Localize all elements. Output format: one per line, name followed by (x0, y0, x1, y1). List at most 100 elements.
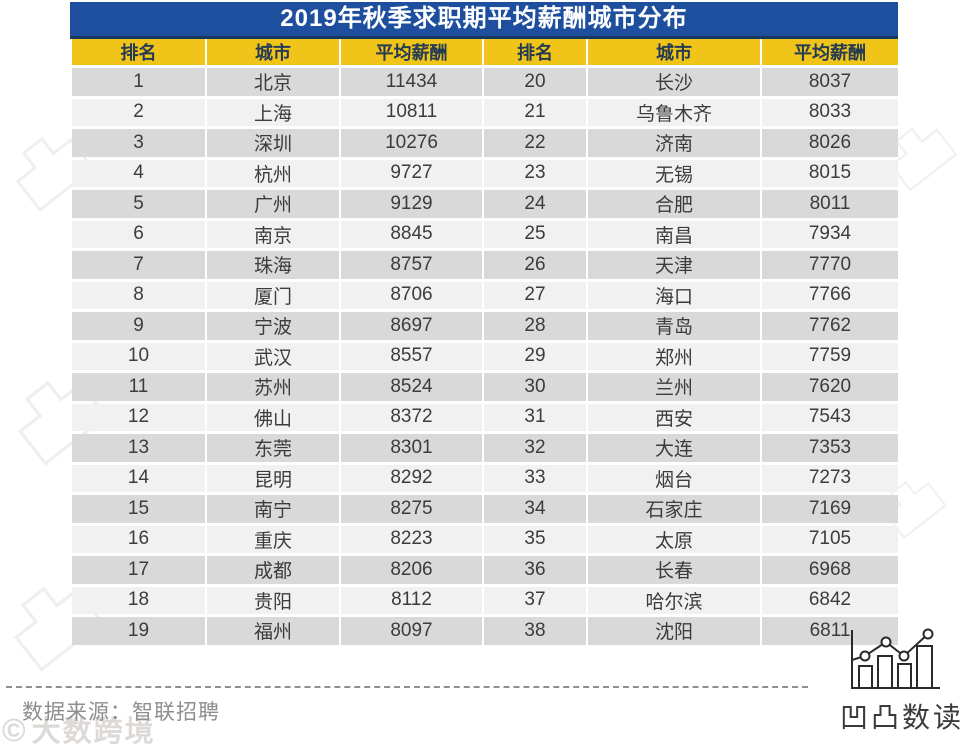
cell-avg_salary: 8112 (341, 586, 482, 614)
brand-logo-text: 凹凸数读 (840, 702, 960, 733)
cell-rank: 34 (484, 495, 586, 523)
cell-avg_salary: 8275 (341, 495, 482, 523)
cell-avg_salary: 10276 (341, 129, 482, 157)
cell-city: 哈尔滨 (588, 586, 760, 614)
cell-city: 上海 (207, 98, 339, 126)
cell-avg_salary: 6968 (762, 556, 898, 584)
cell-city: 佛山 (207, 403, 339, 431)
cell-city: 沈阳 (588, 617, 760, 645)
cell-rank: 1 (72, 68, 205, 96)
cell-rank: 25 (484, 220, 586, 248)
cell-rank: 26 (484, 251, 586, 279)
table-row: 12 佛山 8372 31 西安 7543 (72, 403, 898, 431)
cell-city: 南京 (207, 220, 339, 248)
cell-avg_salary: 7766 (762, 281, 898, 309)
cell-city: 合肥 (588, 190, 760, 218)
cell-avg_salary: 8697 (341, 312, 482, 340)
cell-city: 贵阳 (207, 586, 339, 614)
cell-city: 长春 (588, 556, 760, 584)
column-header-salary-left: 平均薪酬 (341, 39, 482, 65)
cell-avg_salary: 8524 (341, 373, 482, 401)
watermark-brand-text: 大数跨境 (31, 716, 156, 748)
cell-city: 深圳 (207, 129, 339, 157)
cell-rank: 32 (484, 434, 586, 462)
cell-avg_salary: 8223 (341, 525, 482, 553)
table-row: 16 重庆 8223 35 太原 7105 (72, 525, 898, 553)
table-row: 10 武汉 8557 29 郑州 7759 (72, 342, 898, 370)
cell-avg_salary: 7169 (762, 495, 898, 523)
cell-rank: 10 (72, 342, 205, 370)
table-row: 3 深圳 10276 22 济南 8026 (72, 129, 898, 157)
cell-city: 宁波 (207, 312, 339, 340)
cell-rank: 14 (72, 464, 205, 492)
cell-avg_salary: 9727 (341, 159, 482, 187)
cell-city: 海口 (588, 281, 760, 309)
cell-avg_salary: 8206 (341, 556, 482, 584)
cell-city: 乌鲁木齐 (588, 98, 760, 126)
cell-avg_salary: 8097 (341, 617, 482, 645)
cell-rank: 4 (72, 159, 205, 187)
cell-rank: 37 (484, 586, 586, 614)
table-row: 15 南宁 8275 34 石家庄 7169 (72, 495, 898, 523)
cell-city: 厦门 (207, 281, 339, 309)
cell-avg_salary: 11434 (341, 68, 482, 96)
table-row: 14 昆明 8292 33 烟台 7273 (72, 464, 898, 492)
cell-city: 兰州 (588, 373, 760, 401)
cell-city: 长沙 (588, 68, 760, 96)
column-header-city-right: 城市 (588, 39, 760, 65)
cell-city: 大连 (588, 434, 760, 462)
cell-rank: 38 (484, 617, 586, 645)
cell-avg_salary: 8292 (341, 464, 482, 492)
cell-rank: 2 (72, 98, 205, 126)
cell-rank: 21 (484, 98, 586, 126)
cell-rank: 6 (72, 220, 205, 248)
column-header-city-left: 城市 (207, 39, 339, 65)
table-row: 8 厦门 8706 27 海口 7766 (72, 281, 898, 309)
cell-rank: 17 (72, 556, 205, 584)
cell-city: 杭州 (207, 159, 339, 187)
cell-rank: 24 (484, 190, 586, 218)
watermark-brand: © 大数跨境 (2, 708, 156, 750)
cell-city: 天津 (588, 251, 760, 279)
cell-rank: 31 (484, 403, 586, 431)
cell-avg_salary: 6842 (762, 586, 898, 614)
salary-table: 排名 城市 平均薪酬 排名 城市 平均薪酬 1 北京 11434 20 长沙 8037 2 上… (70, 36, 900, 648)
cell-rank: 20 (484, 68, 586, 96)
cell-avg_salary: 7762 (762, 312, 898, 340)
cell-avg_salary: 10811 (341, 98, 482, 126)
cell-city: 福州 (207, 617, 339, 645)
table-row: 13 东莞 8301 32 大连 7353 (72, 434, 898, 462)
cell-rank: 16 (72, 525, 205, 553)
cell-rank: 12 (72, 403, 205, 431)
cell-rank: 9 (72, 312, 205, 340)
cell-avg_salary: 8845 (341, 220, 482, 248)
cell-rank: 18 (72, 586, 205, 614)
brand-logo: 凹凸数读 (840, 626, 960, 736)
cell-avg_salary: 8037 (762, 68, 898, 96)
table-row: 11 苏州 8524 30 兰州 7620 (72, 373, 898, 401)
cell-rank: 35 (484, 525, 586, 553)
cell-avg_salary: 7934 (762, 220, 898, 248)
table-row: 2 上海 10811 21 乌鲁木齐 8033 (72, 98, 898, 126)
cell-avg_salary: 8372 (341, 403, 482, 431)
cell-city: 烟台 (588, 464, 760, 492)
watermark-logo-icon: © (2, 712, 28, 748)
cell-city: 成都 (207, 556, 339, 584)
cell-avg_salary: 7770 (762, 251, 898, 279)
cell-rank: 30 (484, 373, 586, 401)
cell-rank: 7 (72, 251, 205, 279)
cell-rank: 22 (484, 129, 586, 157)
cell-rank: 23 (484, 159, 586, 187)
cell-avg_salary: 8557 (341, 342, 482, 370)
cell-rank: 19 (72, 617, 205, 645)
cell-avg_salary: 8011 (762, 190, 898, 218)
column-header-rank-left: 排名 (72, 39, 205, 65)
cell-city: 无锡 (588, 159, 760, 187)
dashed-divider (6, 686, 808, 688)
cell-avg_salary: 7105 (762, 525, 898, 553)
table-row: 19 福州 8097 38 沈阳 6811 (72, 617, 898, 645)
column-header-rank-right: 排名 (484, 39, 586, 65)
cell-avg_salary: 8706 (341, 281, 482, 309)
cell-rank: 15 (72, 495, 205, 523)
cell-rank: 11 (72, 373, 205, 401)
